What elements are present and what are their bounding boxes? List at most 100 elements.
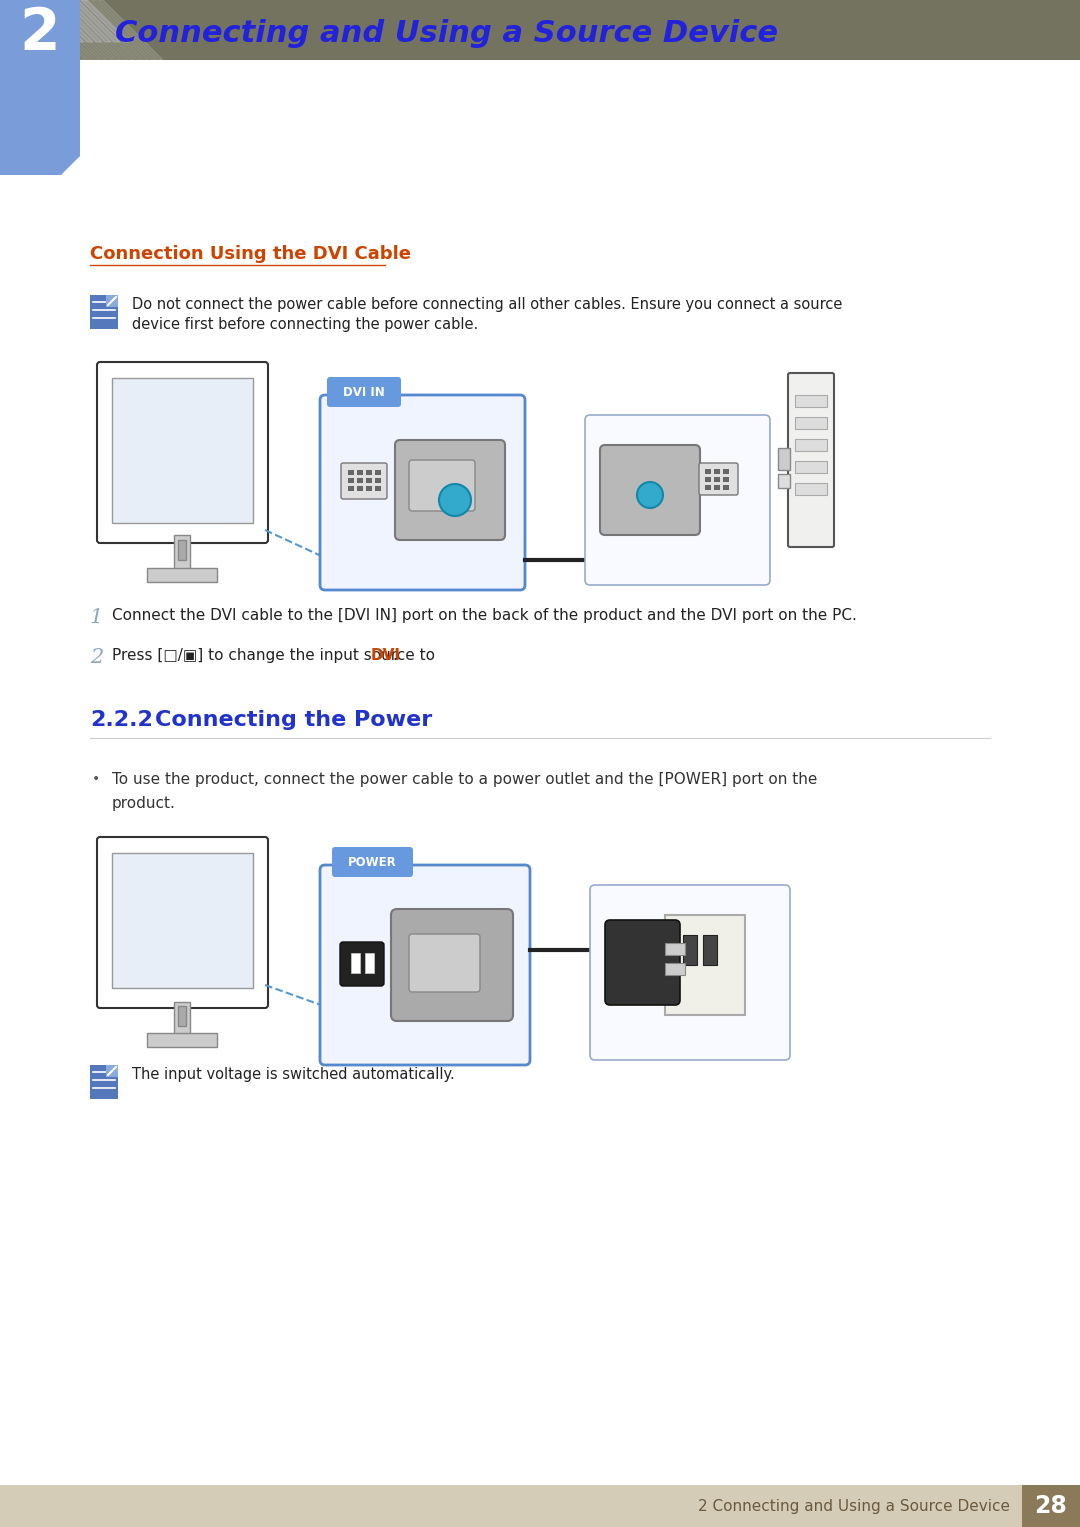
Polygon shape — [45, 0, 93, 43]
Polygon shape — [72, 0, 120, 43]
Text: product.: product. — [112, 796, 176, 811]
Polygon shape — [0, 0, 65, 60]
Polygon shape — [36, 0, 84, 43]
Bar — [147, 568, 217, 582]
Bar — [348, 470, 354, 475]
Text: .: . — [392, 647, 397, 663]
Bar — [714, 486, 720, 490]
Bar — [723, 486, 729, 490]
Bar — [795, 483, 827, 495]
Bar — [178, 1006, 186, 1026]
Bar — [705, 469, 711, 473]
Bar — [795, 438, 827, 450]
Bar — [665, 944, 685, 954]
Polygon shape — [35, 0, 100, 60]
FancyBboxPatch shape — [590, 886, 789, 1060]
Bar — [1022, 1484, 1080, 1527]
Bar — [90, 1064, 118, 1099]
Bar — [147, 1032, 217, 1048]
FancyBboxPatch shape — [409, 935, 480, 993]
FancyBboxPatch shape — [97, 362, 268, 544]
FancyBboxPatch shape — [97, 837, 268, 1008]
Bar — [714, 469, 720, 473]
Bar — [357, 478, 363, 483]
FancyBboxPatch shape — [788, 373, 834, 547]
Text: 2: 2 — [19, 5, 60, 61]
Bar — [357, 486, 363, 492]
Polygon shape — [0, 0, 48, 43]
Polygon shape — [63, 0, 129, 60]
Polygon shape — [21, 0, 86, 60]
Text: Do not connect the power cable before connecting all other cables. Ensure you co: Do not connect the power cable before co… — [132, 296, 842, 312]
Bar — [174, 1002, 190, 1035]
Bar — [705, 476, 711, 483]
Bar — [705, 486, 711, 490]
Bar — [366, 486, 372, 492]
Bar — [106, 295, 118, 307]
Text: DVI IN: DVI IN — [343, 385, 384, 399]
Bar — [112, 854, 253, 988]
Text: Connecting and Using a Source Device: Connecting and Using a Source Device — [114, 18, 778, 47]
Text: Connection Using the DVI Cable: Connection Using the DVI Cable — [90, 244, 411, 263]
Polygon shape — [42, 0, 107, 60]
Bar — [778, 473, 789, 489]
Circle shape — [637, 483, 663, 508]
Polygon shape — [49, 0, 114, 60]
Text: 2: 2 — [90, 647, 104, 667]
Bar — [723, 476, 729, 483]
Bar — [106, 1064, 118, 1077]
Bar — [174, 534, 190, 570]
Polygon shape — [77, 0, 141, 60]
Bar — [0, 1484, 1080, 1527]
Bar — [375, 470, 381, 475]
Bar — [665, 915, 745, 1015]
Bar — [665, 964, 685, 976]
Bar — [178, 541, 186, 560]
FancyBboxPatch shape — [600, 444, 700, 534]
Bar — [90, 295, 118, 328]
FancyBboxPatch shape — [327, 377, 401, 408]
Polygon shape — [6, 0, 72, 60]
FancyBboxPatch shape — [332, 847, 413, 876]
Bar — [778, 447, 789, 470]
Bar — [112, 379, 253, 524]
Polygon shape — [63, 0, 111, 43]
Text: 28: 28 — [1035, 1493, 1067, 1518]
Polygon shape — [28, 0, 93, 60]
Bar — [348, 486, 354, 492]
FancyBboxPatch shape — [320, 864, 530, 1064]
Bar — [351, 953, 360, 973]
Text: device first before connecting the power cable.: device first before connecting the power… — [132, 318, 478, 331]
Polygon shape — [84, 0, 149, 60]
Bar — [795, 417, 827, 429]
FancyBboxPatch shape — [320, 395, 525, 589]
FancyBboxPatch shape — [605, 919, 680, 1005]
Bar — [375, 486, 381, 492]
FancyBboxPatch shape — [585, 415, 770, 585]
Polygon shape — [98, 0, 163, 60]
Circle shape — [438, 484, 471, 516]
Text: To use the product, connect the power cable to a power outlet and the [POWER] po: To use the product, connect the power ca… — [112, 773, 818, 786]
FancyBboxPatch shape — [699, 463, 738, 495]
Polygon shape — [62, 157, 80, 176]
Bar — [365, 953, 374, 973]
Bar — [366, 470, 372, 475]
Polygon shape — [54, 0, 102, 43]
Bar — [795, 461, 827, 473]
Text: 2 Connecting and Using a Source Device: 2 Connecting and Using a Source Device — [698, 1498, 1010, 1513]
Bar — [348, 478, 354, 483]
Bar — [714, 476, 720, 483]
Bar — [366, 478, 372, 483]
Bar — [795, 395, 827, 408]
Text: •: • — [92, 773, 100, 786]
Text: DVI: DVI — [370, 647, 401, 663]
Bar — [723, 469, 729, 473]
Polygon shape — [91, 0, 156, 60]
Polygon shape — [27, 0, 75, 43]
Polygon shape — [56, 0, 121, 60]
Bar — [703, 935, 717, 965]
Text: POWER: POWER — [348, 855, 396, 869]
FancyBboxPatch shape — [340, 942, 384, 986]
Text: The input voltage is switched automatically.: The input voltage is switched automatica… — [132, 1067, 455, 1083]
Bar — [683, 935, 697, 965]
